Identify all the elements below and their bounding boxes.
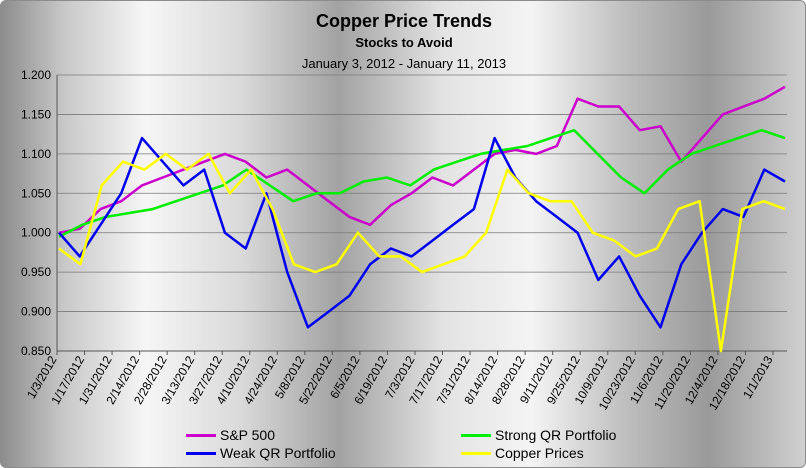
legend-item-copper: Copper Prices — [461, 445, 584, 461]
legend-swatch-copper — [461, 451, 491, 455]
legend-item-strong-qr: Strong QR Portfolio — [461, 427, 616, 443]
chart-subtitle: Stocks to Avoid — [355, 35, 453, 50]
legend-swatch-weak-qr — [186, 451, 216, 455]
y-tick-label: 1.100 — [21, 147, 51, 161]
legend-swatch-strong-qr — [461, 433, 491, 437]
series-line-weak-qr — [58, 136, 786, 329]
legend-label-copper: Copper Prices — [495, 445, 584, 461]
series-line-copper — [58, 152, 786, 353]
y-tick-label: 1.050 — [21, 186, 51, 200]
chart-title: Copper Price Trends — [315, 11, 493, 31]
y-tick-label: 0.900 — [21, 305, 51, 319]
legend-label-strong-qr: Strong QR Portfolio — [495, 427, 617, 443]
y-tick-label: 1.000 — [21, 226, 51, 240]
y-tick-label: 0.850 — [21, 344, 51, 358]
legend-item-sp500: S&P 500 — [186, 427, 275, 443]
chart-date-range: January 3, 2012 - January 11, 2013 — [301, 56, 507, 71]
legend-swatch-sp500 — [186, 433, 216, 437]
y-tick-label: 0.950 — [21, 265, 51, 279]
series-line-strong-qr — [58, 128, 786, 238]
legend-label-weak-qr: Weak QR Portfolio — [220, 445, 336, 461]
legend-label-sp500: S&P 500 — [220, 427, 276, 443]
y-tick-label: 1.200 — [21, 68, 51, 82]
y-tick-label: 1.150 — [21, 107, 51, 121]
series-line-sp500 — [58, 85, 786, 234]
legend-item-weak-qr: Weak QR Portfolio — [186, 445, 336, 461]
